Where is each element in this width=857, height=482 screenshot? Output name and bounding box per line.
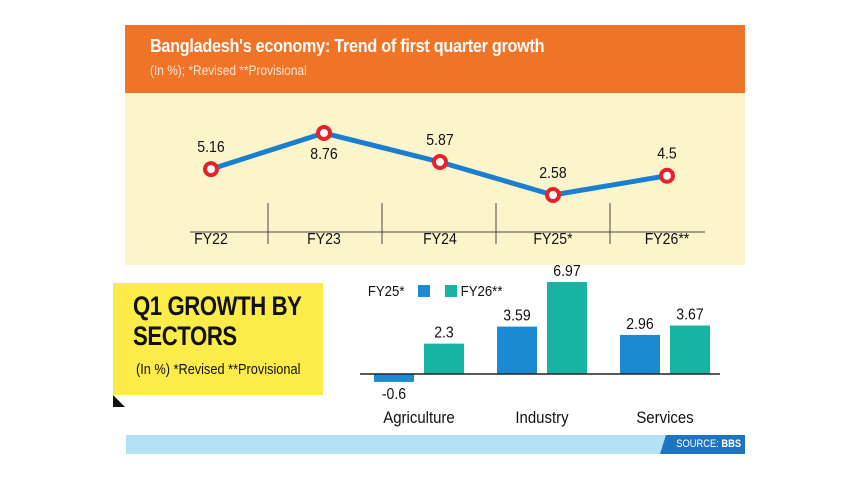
- source-tag: SOURCE: BBS: [660, 435, 745, 454]
- bar-fy25: [620, 334, 660, 374]
- x-tick-label: FY22: [194, 230, 228, 248]
- data-point: [545, 187, 561, 203]
- bar-value-label: 3.67: [676, 306, 703, 324]
- category-label: Services: [636, 409, 693, 427]
- category-label: Industry: [515, 409, 568, 427]
- bar-fy26: [424, 343, 464, 374]
- data-label: 4.5: [657, 145, 677, 163]
- source-prefix: SOURCE:: [675, 438, 722, 450]
- bar-value-label: -0.6: [382, 385, 406, 403]
- bar-fy26: [670, 325, 710, 374]
- x-tick-label: FY26**: [645, 230, 690, 248]
- data-point: [203, 161, 219, 178]
- bar-value-label: 2.96: [626, 315, 653, 333]
- sector-chart-title: Q1 GROWTH BY SECTORS: [133, 291, 302, 351]
- source-bar: [126, 435, 745, 454]
- source-name: BBS: [721, 438, 741, 450]
- sector-chart-title-box: [113, 283, 323, 395]
- data-label: 5.87: [426, 131, 453, 149]
- data-label: 5.16: [197, 138, 224, 156]
- data-point: [316, 125, 332, 142]
- line-chart-title: Bangladesh's economy: Trend of first qua…: [150, 36, 545, 56]
- data-label: 8.76: [310, 145, 337, 163]
- bar-value-label: 2.3: [434, 324, 454, 342]
- x-tick-label: FY24: [423, 230, 457, 248]
- line-chart-header: [125, 25, 745, 93]
- legend-swatch-fy26: [445, 285, 457, 297]
- x-tick-label: FY25*: [533, 230, 572, 248]
- corner-mark-icon: [113, 395, 125, 407]
- category-label: Agriculture: [383, 409, 455, 427]
- bar-value-label: 6.97: [553, 262, 580, 280]
- legend-label-fy26: FY26**: [461, 282, 503, 299]
- data-point: [659, 167, 675, 184]
- sector-chart-subtitle: (In %) *Revised **Provisional: [136, 361, 301, 378]
- legend-label-fy25: FY25*: [368, 282, 405, 299]
- bar-fy25: [497, 326, 537, 374]
- data-label: 2.58: [539, 164, 566, 182]
- line-chart-subtitle: (In %); *Revised **Provisional: [150, 62, 307, 78]
- bar-fy26: [547, 281, 587, 374]
- bar-value-label: 3.59: [503, 307, 530, 325]
- legend-swatch-fy25: [418, 285, 430, 297]
- data-point: [432, 154, 448, 171]
- x-tick-label: FY23: [307, 230, 341, 248]
- bar-fy25: [374, 374, 414, 382]
